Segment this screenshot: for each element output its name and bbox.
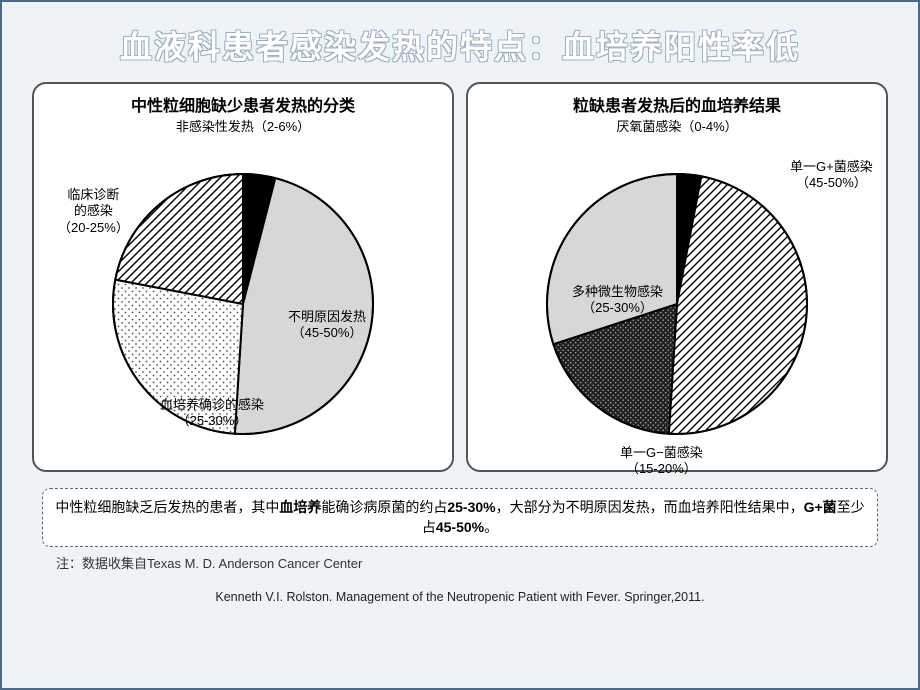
summary-box: 中性粒细胞缺乏后发热的患者，其中血培养能确诊病原菌的约占25-30%，大部分为不… [42, 488, 878, 547]
data-note: 注：数据收集自Texas M. D. Anderson Cancer Cente… [56, 553, 918, 572]
pie-right-wrap: 单一G+菌感染（45-50%） 单一G−菌感染（15-20%） 多种微生物感染（… [474, 139, 880, 469]
pie-left-wrap: 不明原因发热（45-50%） 血培养确诊的感染（25-30%） 临床诊断的感染（… [40, 139, 446, 469]
seg-label-unknown: 不明原因发热（45-50%） [288, 309, 366, 342]
seg-label-culture: 血培养确诊的感染（25-30%） [160, 397, 264, 430]
chart-left-subtitle: 非感染性发热（2-6%） [40, 116, 446, 135]
chart-right-title: 粒缺患者发热后的血培养结果 [474, 92, 880, 116]
citation: Kenneth V.I. Rolston. Management of the … [2, 590, 918, 604]
chart-left: 中性粒细胞缺少患者发热的分类 非感染性发热（2-6%） [32, 82, 454, 472]
chart-left-title: 中性粒细胞缺少患者发热的分类 [40, 92, 446, 116]
charts-row: 中性粒细胞缺少患者发热的分类 非感染性发热（2-6%） [2, 82, 918, 472]
chart-right-subtitle: 厌氧菌感染（0-4%） [474, 116, 880, 135]
page-title: 血液科患者感染发热的特点：血培养阳性率低 [2, 2, 918, 82]
seg-label-clinical: 临床诊断的感染（20-25%） [58, 187, 129, 236]
seg-label-multi: 多种微生物感染（25-30%） [572, 284, 663, 317]
seg-label-gplus: 单一G+菌感染（45-50%） [790, 159, 873, 192]
chart-right: 粒缺患者发热后的血培养结果 厌氧菌感染（0-4%） 单一G+菌感染（4 [466, 82, 888, 472]
seg-label-gminus: 单一G−菌感染（15-20%） [620, 445, 703, 478]
